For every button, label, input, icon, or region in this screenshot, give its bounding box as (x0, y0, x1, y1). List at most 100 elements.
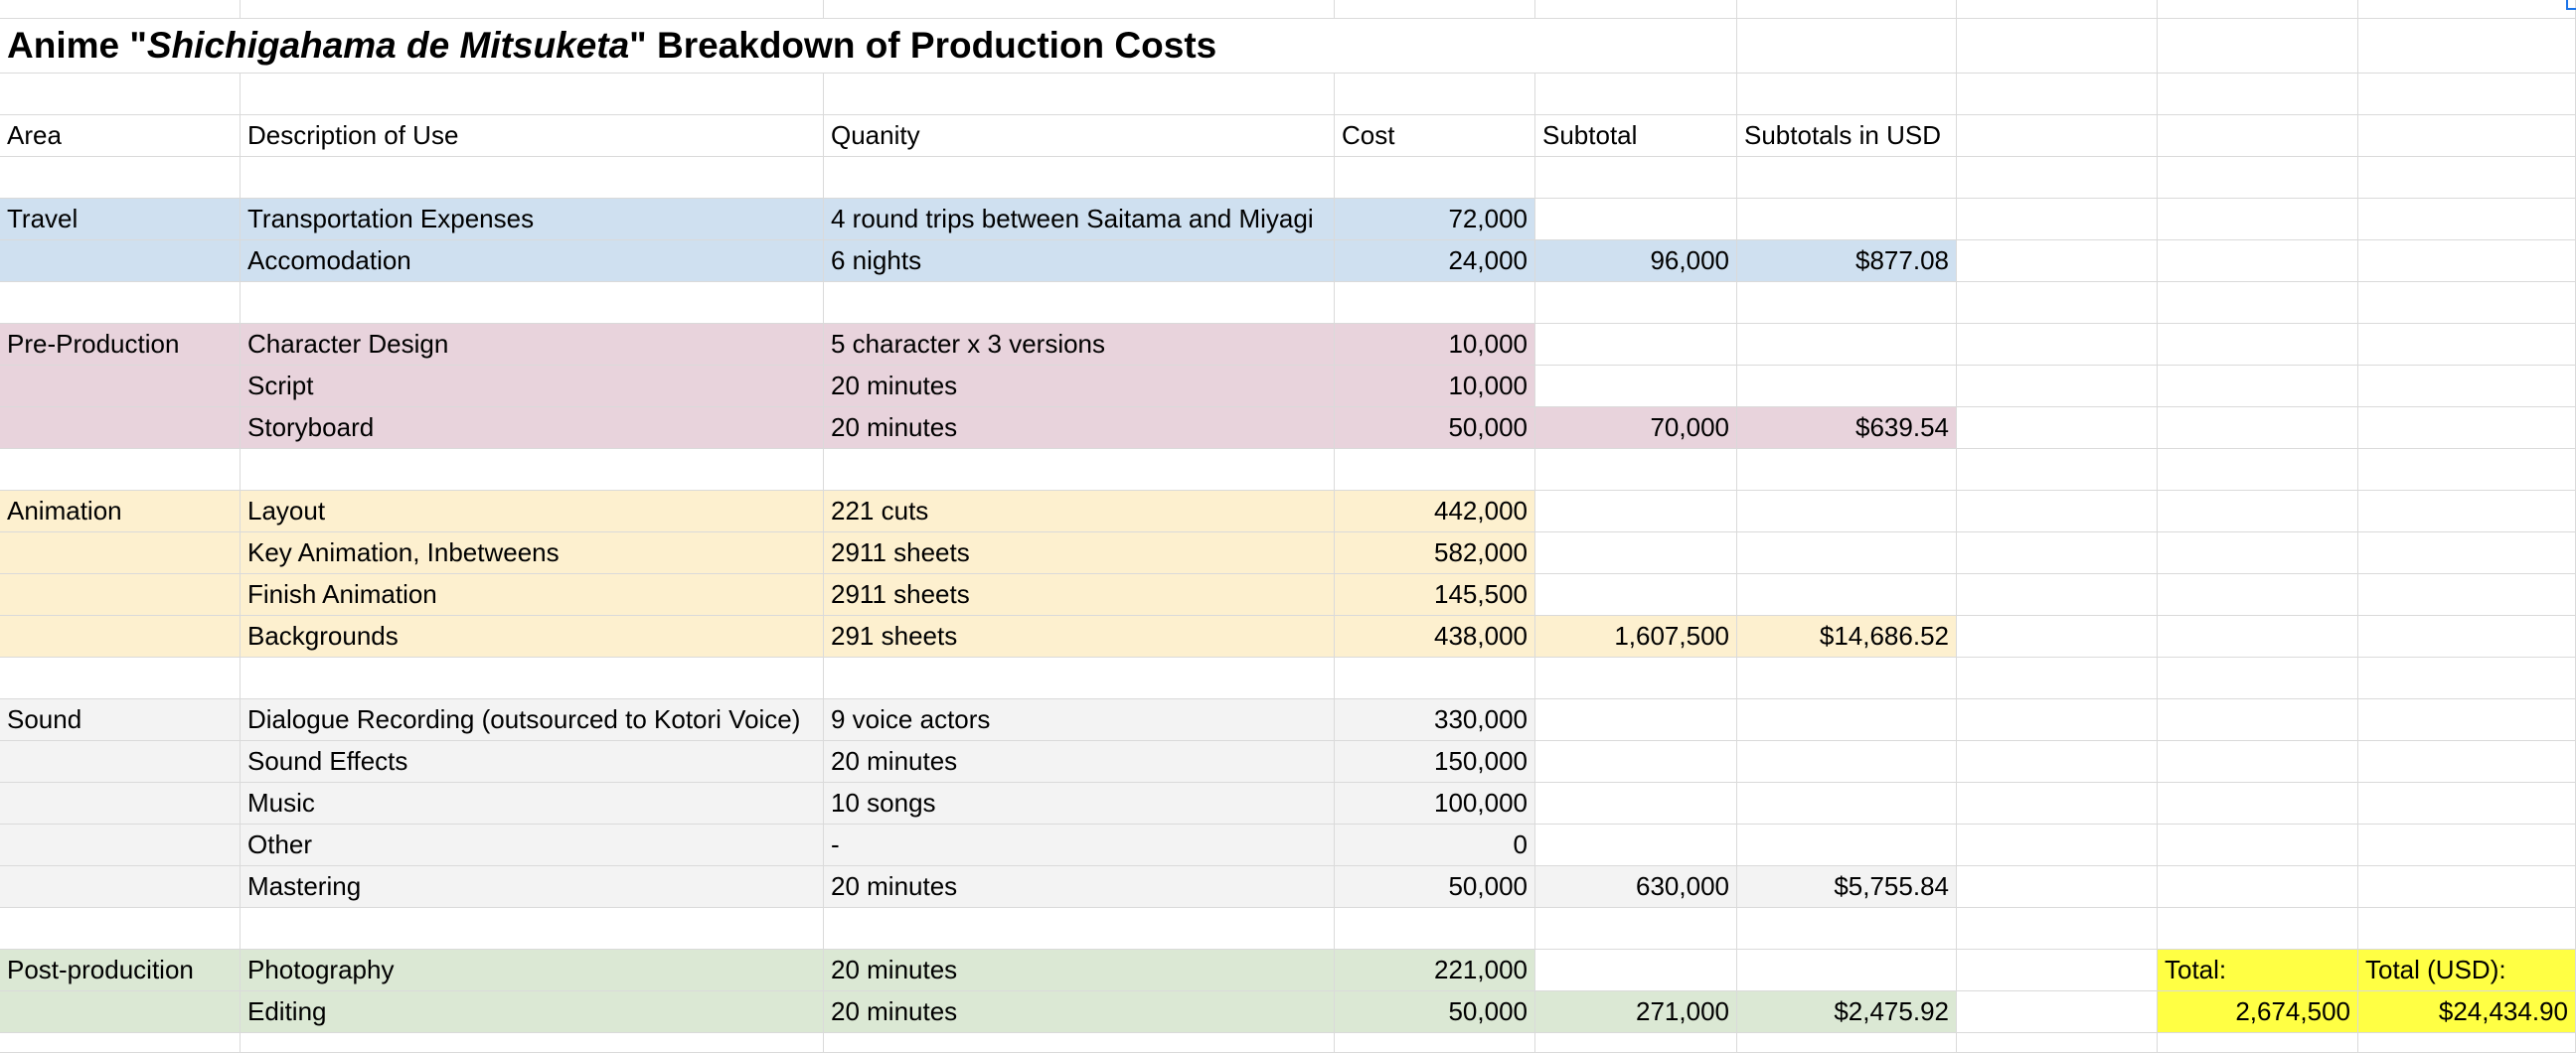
subtotal-cell[interactable] (1535, 491, 1737, 532)
empty-cell[interactable] (1957, 407, 2158, 449)
empty-cell[interactable] (1957, 366, 2158, 407)
subtotal-cell[interactable] (1535, 741, 1737, 783)
description-cell[interactable]: Other (241, 825, 824, 866)
quantity-cell[interactable]: 6 nights (824, 240, 1335, 282)
empty-cell[interactable] (241, 0, 824, 19)
total-value[interactable]: 2,674,500 (2158, 991, 2358, 1033)
empty-cell[interactable] (2158, 366, 2358, 407)
empty-cell[interactable] (1535, 658, 1737, 699)
area-cell[interactable] (0, 783, 241, 825)
description-cell[interactable]: Sound Effects (241, 741, 824, 783)
empty-cell[interactable] (1957, 1033, 2158, 1053)
empty-cell[interactable] (2358, 616, 2576, 658)
subtotal-cell[interactable] (1535, 699, 1737, 741)
area-cell[interactable] (0, 991, 241, 1033)
empty-cell[interactable] (2158, 491, 2358, 532)
empty-cell[interactable] (241, 157, 824, 199)
empty-cell[interactable] (824, 157, 1335, 199)
empty-cell[interactable] (824, 282, 1335, 324)
header-subtotal-usd[interactable]: Subtotals in USD (1737, 115, 1957, 157)
subtotal-usd-cell[interactable] (1737, 574, 1957, 616)
subtotal-usd-cell[interactable] (1737, 532, 1957, 574)
subtotal-cell[interactable] (1535, 783, 1737, 825)
empty-cell[interactable] (2158, 157, 2358, 199)
cost-cell[interactable]: 50,000 (1335, 407, 1535, 449)
empty-cell[interactable] (1737, 282, 1957, 324)
area-cell[interactable]: Post-producition (0, 950, 241, 991)
subtotal-usd-cell[interactable]: $639.54 (1737, 407, 1957, 449)
subtotal-usd-cell[interactable] (1737, 783, 1957, 825)
empty-cell[interactable] (1535, 449, 1737, 491)
description-cell[interactable]: Character Design (241, 324, 824, 366)
empty-cell[interactable] (1957, 240, 2158, 282)
empty-cell[interactable] (1957, 574, 2158, 616)
subtotal-usd-cell[interactable] (1737, 950, 1957, 991)
empty-cell[interactable] (1957, 783, 2158, 825)
subtotal-cell[interactable] (1535, 574, 1737, 616)
subtotal-usd-cell[interactable]: $877.08 (1737, 240, 1957, 282)
subtotal-usd-cell[interactable] (1737, 324, 1957, 366)
empty-cell[interactable] (1957, 532, 2158, 574)
empty-cell[interactable] (0, 74, 241, 115)
empty-cell[interactable] (1957, 699, 2158, 741)
empty-cell[interactable] (1335, 908, 1535, 950)
empty-cell[interactable] (0, 1033, 241, 1053)
cost-cell[interactable]: 50,000 (1335, 991, 1535, 1033)
empty-cell[interactable] (1737, 74, 1957, 115)
cost-cell[interactable]: 50,000 (1335, 866, 1535, 908)
quantity-cell[interactable]: 9 voice actors (824, 699, 1335, 741)
subtotal-cell[interactable] (1535, 324, 1737, 366)
empty-cell[interactable] (1957, 19, 2158, 74)
empty-cell[interactable] (0, 658, 241, 699)
description-cell[interactable]: Script (241, 366, 824, 407)
description-cell[interactable]: Finish Animation (241, 574, 824, 616)
empty-cell[interactable] (1335, 157, 1535, 199)
empty-cell[interactable] (1737, 658, 1957, 699)
empty-cell[interactable] (1335, 74, 1535, 115)
empty-cell[interactable] (2358, 115, 2576, 157)
empty-cell[interactable] (2358, 491, 2576, 532)
empty-cell[interactable] (2158, 908, 2358, 950)
empty-cell[interactable] (2158, 1033, 2358, 1053)
empty-cell[interactable] (2358, 74, 2576, 115)
quantity-cell[interactable]: 291 sheets (824, 616, 1335, 658)
empty-cell[interactable] (2358, 407, 2576, 449)
empty-cell[interactable] (1957, 115, 2158, 157)
empty-cell[interactable] (1957, 491, 2158, 532)
empty-cell[interactable] (1957, 991, 2158, 1033)
empty-cell[interactable] (2158, 825, 2358, 866)
empty-cell[interactable] (824, 0, 1335, 19)
area-cell[interactable] (0, 574, 241, 616)
empty-cell[interactable] (2158, 324, 2358, 366)
description-cell[interactable]: Key Animation, Inbetweens (241, 532, 824, 574)
empty-cell[interactable] (2358, 532, 2576, 574)
empty-cell[interactable] (1957, 0, 2158, 19)
quantity-cell[interactable]: 5 character x 3 versions (824, 324, 1335, 366)
empty-cell[interactable] (1737, 449, 1957, 491)
empty-cell[interactable] (2358, 324, 2576, 366)
empty-cell[interactable] (2158, 74, 2358, 115)
empty-cell[interactable] (0, 0, 241, 19)
description-cell[interactable]: Storyboard (241, 407, 824, 449)
empty-cell[interactable] (1335, 449, 1535, 491)
cost-cell[interactable]: 582,000 (1335, 532, 1535, 574)
cost-cell[interactable]: 330,000 (1335, 699, 1535, 741)
subtotal-usd-cell[interactable] (1737, 825, 1957, 866)
subtotal-cell[interactable] (1535, 950, 1737, 991)
empty-cell[interactable] (1957, 908, 2158, 950)
subtotal-usd-cell[interactable] (1737, 366, 1957, 407)
quantity-cell[interactable]: 20 minutes (824, 366, 1335, 407)
cost-cell[interactable]: 10,000 (1335, 366, 1535, 407)
subtotal-cell[interactable]: 1,607,500 (1535, 616, 1737, 658)
empty-cell[interactable] (2158, 658, 2358, 699)
subtotal-cell[interactable] (1535, 366, 1737, 407)
quantity-cell[interactable]: 221 cuts (824, 491, 1335, 532)
header-description[interactable]: Description of Use (241, 115, 824, 157)
subtotal-usd-cell[interactable] (1737, 199, 1957, 240)
empty-cell[interactable] (1737, 19, 1957, 74)
empty-cell[interactable] (1737, 908, 1957, 950)
area-cell[interactable]: Pre-Production (0, 324, 241, 366)
empty-cell[interactable] (1957, 658, 2158, 699)
subtotal-cell[interactable] (1535, 825, 1737, 866)
empty-cell[interactable] (2158, 282, 2358, 324)
